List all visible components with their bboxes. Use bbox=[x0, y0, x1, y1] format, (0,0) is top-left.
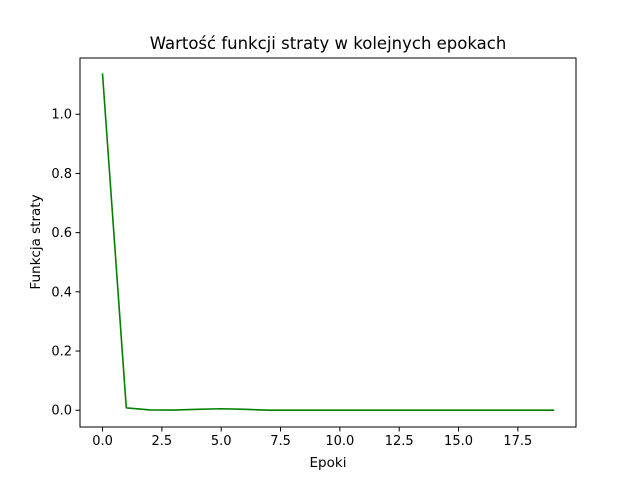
data-point bbox=[102, 73, 104, 75]
y-tick-label: 0.4 bbox=[51, 285, 72, 300]
data-point bbox=[244, 409, 246, 411]
data-point bbox=[149, 409, 151, 411]
data-point bbox=[173, 409, 175, 411]
data-point bbox=[434, 409, 436, 411]
data-point bbox=[553, 409, 555, 411]
x-tick-label: 15.0 bbox=[444, 434, 473, 449]
data-point bbox=[197, 409, 199, 411]
data-point bbox=[387, 409, 389, 411]
data-point bbox=[458, 409, 460, 411]
x-tick-label: 12.5 bbox=[385, 434, 414, 449]
data-point bbox=[481, 409, 483, 411]
data-point bbox=[315, 409, 317, 411]
x-tick-label: 5.0 bbox=[211, 434, 232, 449]
data-point bbox=[292, 409, 294, 411]
data-point bbox=[339, 409, 341, 411]
data-point bbox=[529, 409, 531, 411]
y-tick-label: 0.2 bbox=[51, 345, 72, 360]
x-axis-label: Epoki bbox=[310, 455, 347, 471]
series-group bbox=[101, 73, 555, 411]
axes-group: 0.0 2.5 5.0 7.5 10.0 12.5 15.0 17.5 0.0 0.2 0.4 0.6… bbox=[51, 57, 577, 449]
y-tick-label: 1.0 bbox=[51, 108, 72, 123]
data-point bbox=[410, 409, 412, 411]
x-tick-label: 17.5 bbox=[503, 434, 532, 449]
y-tick-label: 0.6 bbox=[51, 226, 72, 241]
plot-area bbox=[80, 58, 576, 427]
x-tick-label: 0.0 bbox=[92, 434, 113, 449]
y-tick-label: 0.0 bbox=[51, 404, 72, 419]
data-point bbox=[220, 408, 222, 410]
chart-title: Wartość funkcji straty w kolejnych epoka… bbox=[150, 34, 507, 53]
plot-background bbox=[80, 58, 576, 427]
data-point bbox=[268, 409, 270, 411]
x-tick-label: 7.5 bbox=[270, 434, 291, 449]
x-tick-label: 10.0 bbox=[325, 434, 354, 449]
x-tick-label: 2.5 bbox=[152, 434, 173, 449]
data-point bbox=[363, 409, 365, 411]
data-point bbox=[125, 407, 127, 409]
axes-frame bbox=[79, 57, 577, 428]
y-axis-label: Funkcja straty bbox=[28, 194, 44, 289]
series-line-0 bbox=[101, 73, 555, 411]
y-tick-label: 0.8 bbox=[51, 167, 72, 182]
data-point bbox=[505, 409, 507, 411]
